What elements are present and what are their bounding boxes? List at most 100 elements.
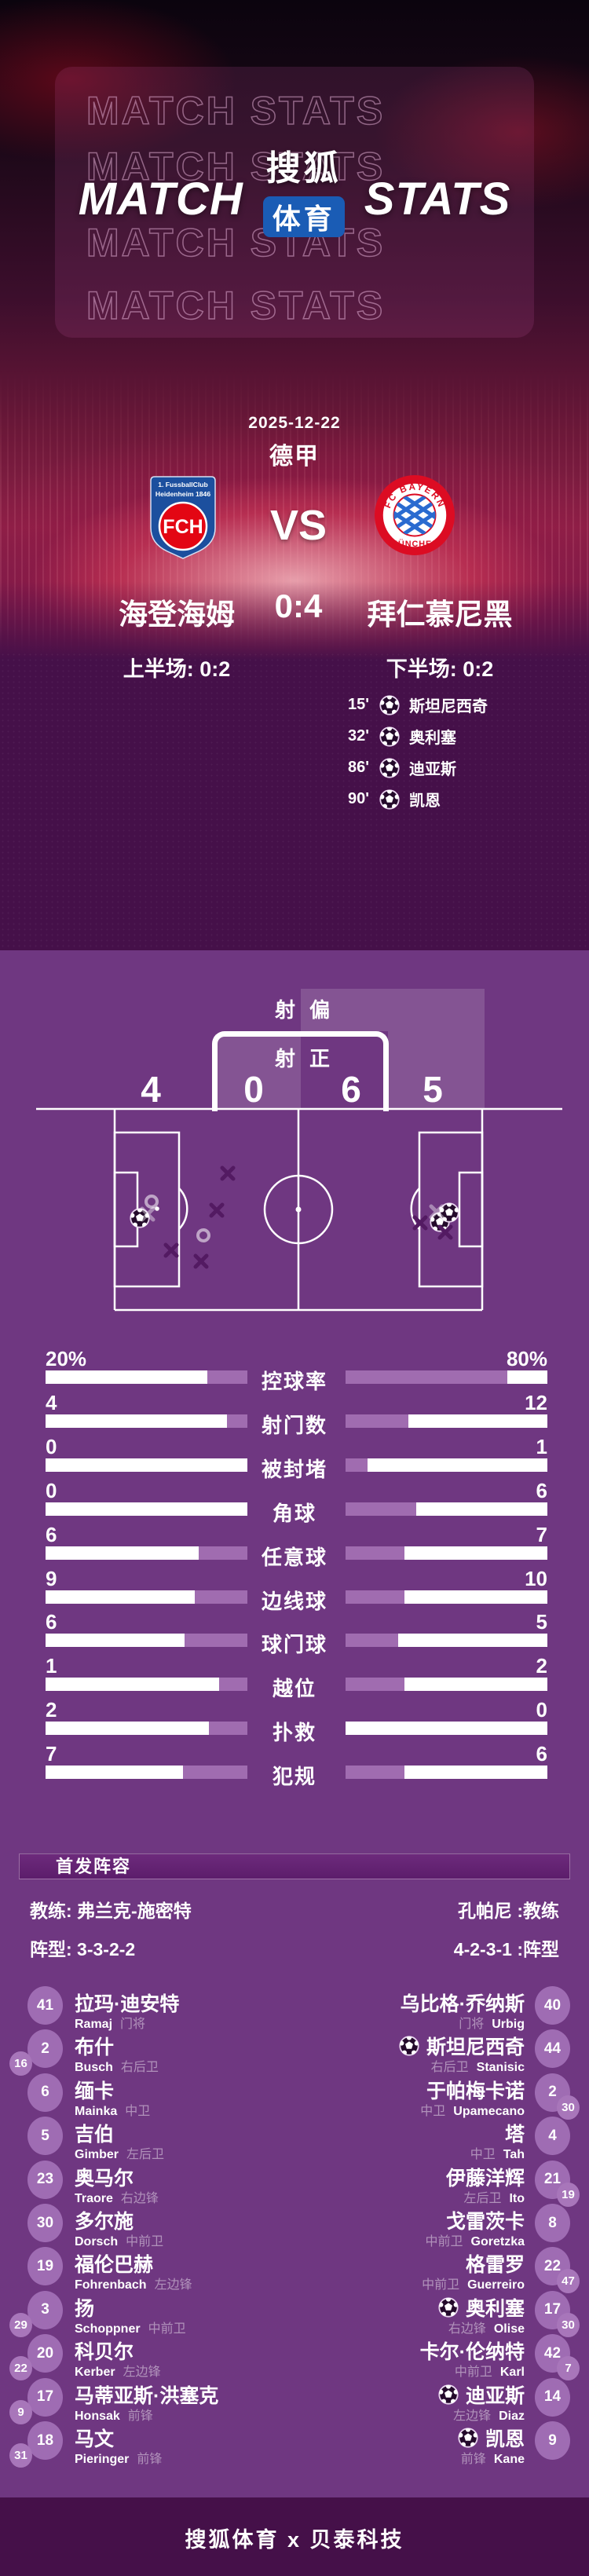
player-latin-name: Traore [75, 2191, 113, 2205]
away-stat-value: 5 [536, 1610, 547, 1634]
player-name: 乌比格·乔纳斯 [401, 1989, 525, 2017]
home-player-row: 2 16 布什 Busch 右后卫 [0, 2029, 589, 2077]
away-player-row: 42 7 卡尔·伦纳特 中前卫 Karl [0, 2334, 589, 2381]
player-position: 左后卫 [126, 2148, 165, 2162]
home-player-row: 30 多尔施 Dorsch 中前卫 [0, 2204, 589, 2249]
stat-label: 越位 [272, 1677, 316, 1701]
away-formation: 4-2-3-1 :阵型 [453, 1939, 559, 1959]
player-latin-name: Busch [75, 2061, 113, 2075]
home-team-crest: 1. FussballClub Heidenheim 1846 FCH [150, 476, 216, 559]
player-number-badge: 9 [535, 2421, 570, 2460]
home-stat-fill [182, 1766, 247, 1780]
player-subline: Traore 右边锋 [75, 2187, 159, 2206]
home-stat-value: 0 [46, 1434, 57, 1458]
player-name: 马蒂亚斯·洪塞克 [75, 2384, 219, 2407]
off-target-marker [437, 1224, 453, 1240]
player-name-text: 戈雷茨卡 [445, 2211, 525, 2233]
home-stat-bar [46, 1502, 247, 1516]
player-latin-name: Urbig [492, 2018, 525, 2031]
player-name: 于帕梅卡诺 [426, 2076, 525, 2104]
player-number-badge: 4 [535, 2117, 570, 2156]
home-stat-bar [46, 1766, 247, 1780]
away-stat-value: 1 [536, 1434, 547, 1458]
stat-label: 角球 [272, 1501, 316, 1525]
home-stat-bar [46, 1414, 247, 1428]
home-team-name: 海登海姆 [119, 598, 235, 631]
home-player-row: 41 拉玛·迪安特 Ramaj 门将 [0, 1986, 589, 2032]
off-target-marker [193, 1253, 209, 1269]
player-name: 伊藤洋辉 [446, 2163, 525, 2191]
player-position: 门将 [459, 2018, 485, 2031]
player-name: 塔 [505, 2119, 525, 2147]
player-subline: 中卫 Upamecano [420, 2100, 525, 2119]
player-latin-name: Honsak [75, 2409, 120, 2423]
goal-event-row: 86' 迪亚斯 [330, 757, 488, 778]
lineup-title: 首发阵容 [56, 1857, 132, 1876]
second-half-score: 下半场: 0:2 [386, 657, 494, 681]
shots-off-overlay [388, 1031, 485, 1109]
stat-row: 1 2 越位 [0, 1654, 589, 1700]
away-shots-on-value: 6 [341, 1069, 361, 1110]
league-name: 德甲 [269, 444, 320, 470]
home-stat-bar [46, 1722, 247, 1736]
home-stat-fill [199, 1546, 247, 1560]
player-name: 布什 [75, 2036, 115, 2059]
player-number-badge: 23 [27, 2160, 63, 2199]
player-name-text: 凯恩 [485, 2428, 525, 2450]
away-stat-value: 10 [525, 1566, 547, 1590]
home-stat-fill [195, 1590, 247, 1604]
player-subline: Dorsch 中前卫 [75, 2230, 163, 2249]
main-title: MATCH 搜狐 体育 STATS [0, 140, 589, 237]
home-stat-value: 6 [46, 1610, 57, 1634]
watermark-text: MATCH STATS [86, 283, 386, 328]
goal-minute: 32' [347, 727, 369, 745]
goal-scorer: 迪亚斯 [409, 761, 456, 778]
player-latin-name: Diaz [499, 2409, 525, 2423]
coaches-row: 教练: 弗兰克-施密特 孔帕尼 :教练 [30, 1896, 559, 1923]
player-latin-name: Ramaj [75, 2018, 113, 2031]
substitute-number-badge: 47 [557, 2269, 580, 2294]
player-latin-name: Mainka [75, 2104, 118, 2118]
player-latin-name: Kane [493, 2453, 525, 2466]
away-stat-bar [346, 1722, 547, 1736]
player-subline: Kerber 左边锋 [75, 2361, 161, 2380]
away-stat-fill [346, 1546, 404, 1560]
away-stat-value: 2 [536, 1654, 547, 1678]
home-stat-fill [185, 1634, 247, 1648]
player-name-text: 斯坦尼西奇 [426, 2036, 525, 2059]
player-latin-name: Upamecano [453, 2104, 525, 2118]
away-stat-bar [346, 1766, 547, 1780]
player-number-badge: 19 [27, 2247, 63, 2286]
player-position: 右后卫 [120, 2061, 159, 2075]
player-name: 吉伯 [75, 2124, 115, 2146]
stat-row: 0 6 角球 [0, 1479, 589, 1525]
away-stat-bar [346, 1414, 547, 1428]
goal-scorer-ball-icon [458, 2428, 478, 2448]
player-number-badge: 40 [535, 1986, 570, 2025]
player-subline: 右边锋 Olise [448, 2318, 525, 2336]
substitute-number-badge: 9 [9, 2399, 32, 2424]
stat-row: 9 10 边线球 [0, 1566, 589, 1613]
away-stat-bar [346, 1370, 547, 1384]
goal-event-row: 32' 奥利塞 [330, 726, 488, 747]
on-target-marker [145, 1195, 159, 1209]
substitute-number-badge: 16 [9, 2051, 32, 2077]
player-subline: Mainka 中卫 [75, 2100, 150, 2119]
player-name: 科贝尔 [75, 2341, 134, 2364]
away-stat-bar [346, 1502, 547, 1516]
player-subline: 中前卫 Karl [455, 2361, 525, 2380]
shots-off-overlay [301, 989, 485, 1031]
player-name-text: 塔 [504, 2124, 525, 2146]
player-name-text: 于帕梅卡诺 [426, 2080, 525, 2102]
home-shots-off-value: 4 [141, 1069, 161, 1110]
away-player-row: 40 乌比格·乔纳斯 门将 Urbig [0, 1986, 589, 2032]
player-name: 扬 [75, 2297, 95, 2320]
player-subline: Ramaj 门将 [75, 2013, 145, 2032]
player-latin-name: Ito [509, 2191, 525, 2205]
player-name: 多尔施 [75, 2211, 134, 2233]
soccer-ball-icon [379, 695, 400, 715]
player-subline: Fohrenbach 左边锋 [75, 2274, 192, 2292]
home-stat-value: 2 [46, 1698, 57, 1722]
player-name: 凯恩 [458, 2424, 525, 2452]
match-date: 2025-12-22 [248, 414, 341, 432]
